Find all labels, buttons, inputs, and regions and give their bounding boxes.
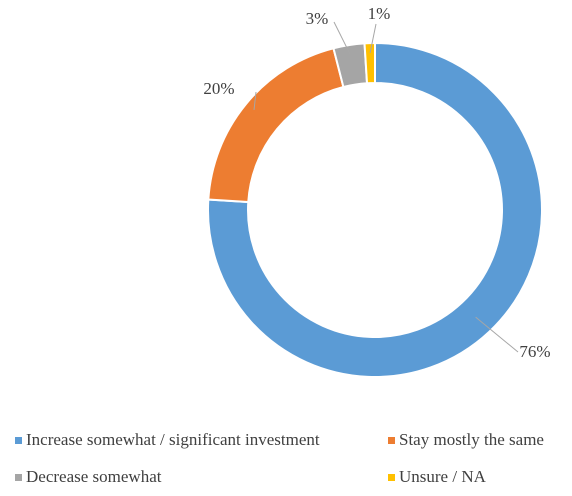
donut-segment — [207, 47, 345, 204]
legend-label: Stay mostly the same — [399, 430, 544, 449]
data-label: 76% — [519, 342, 550, 361]
data-label: 20% — [203, 79, 234, 98]
leader-line — [475, 316, 519, 353]
leader-line — [253, 91, 257, 110]
legend-swatch — [15, 474, 22, 481]
legend-swatch — [15, 437, 22, 444]
legend-label: Increase somewhat / significant investme… — [26, 430, 320, 449]
legend-label: Unsure / NA — [399, 467, 487, 486]
data-label: 1% — [368, 4, 391, 23]
legend-swatch — [388, 474, 395, 481]
data-label: 3% — [306, 9, 329, 28]
donut-segment — [207, 41, 543, 378]
legend-label: Decrease somewhat — [26, 467, 162, 486]
leader-line — [333, 21, 351, 56]
legend-swatch — [388, 437, 395, 444]
leader-line — [369, 23, 377, 54]
donut-segment — [363, 41, 376, 85]
